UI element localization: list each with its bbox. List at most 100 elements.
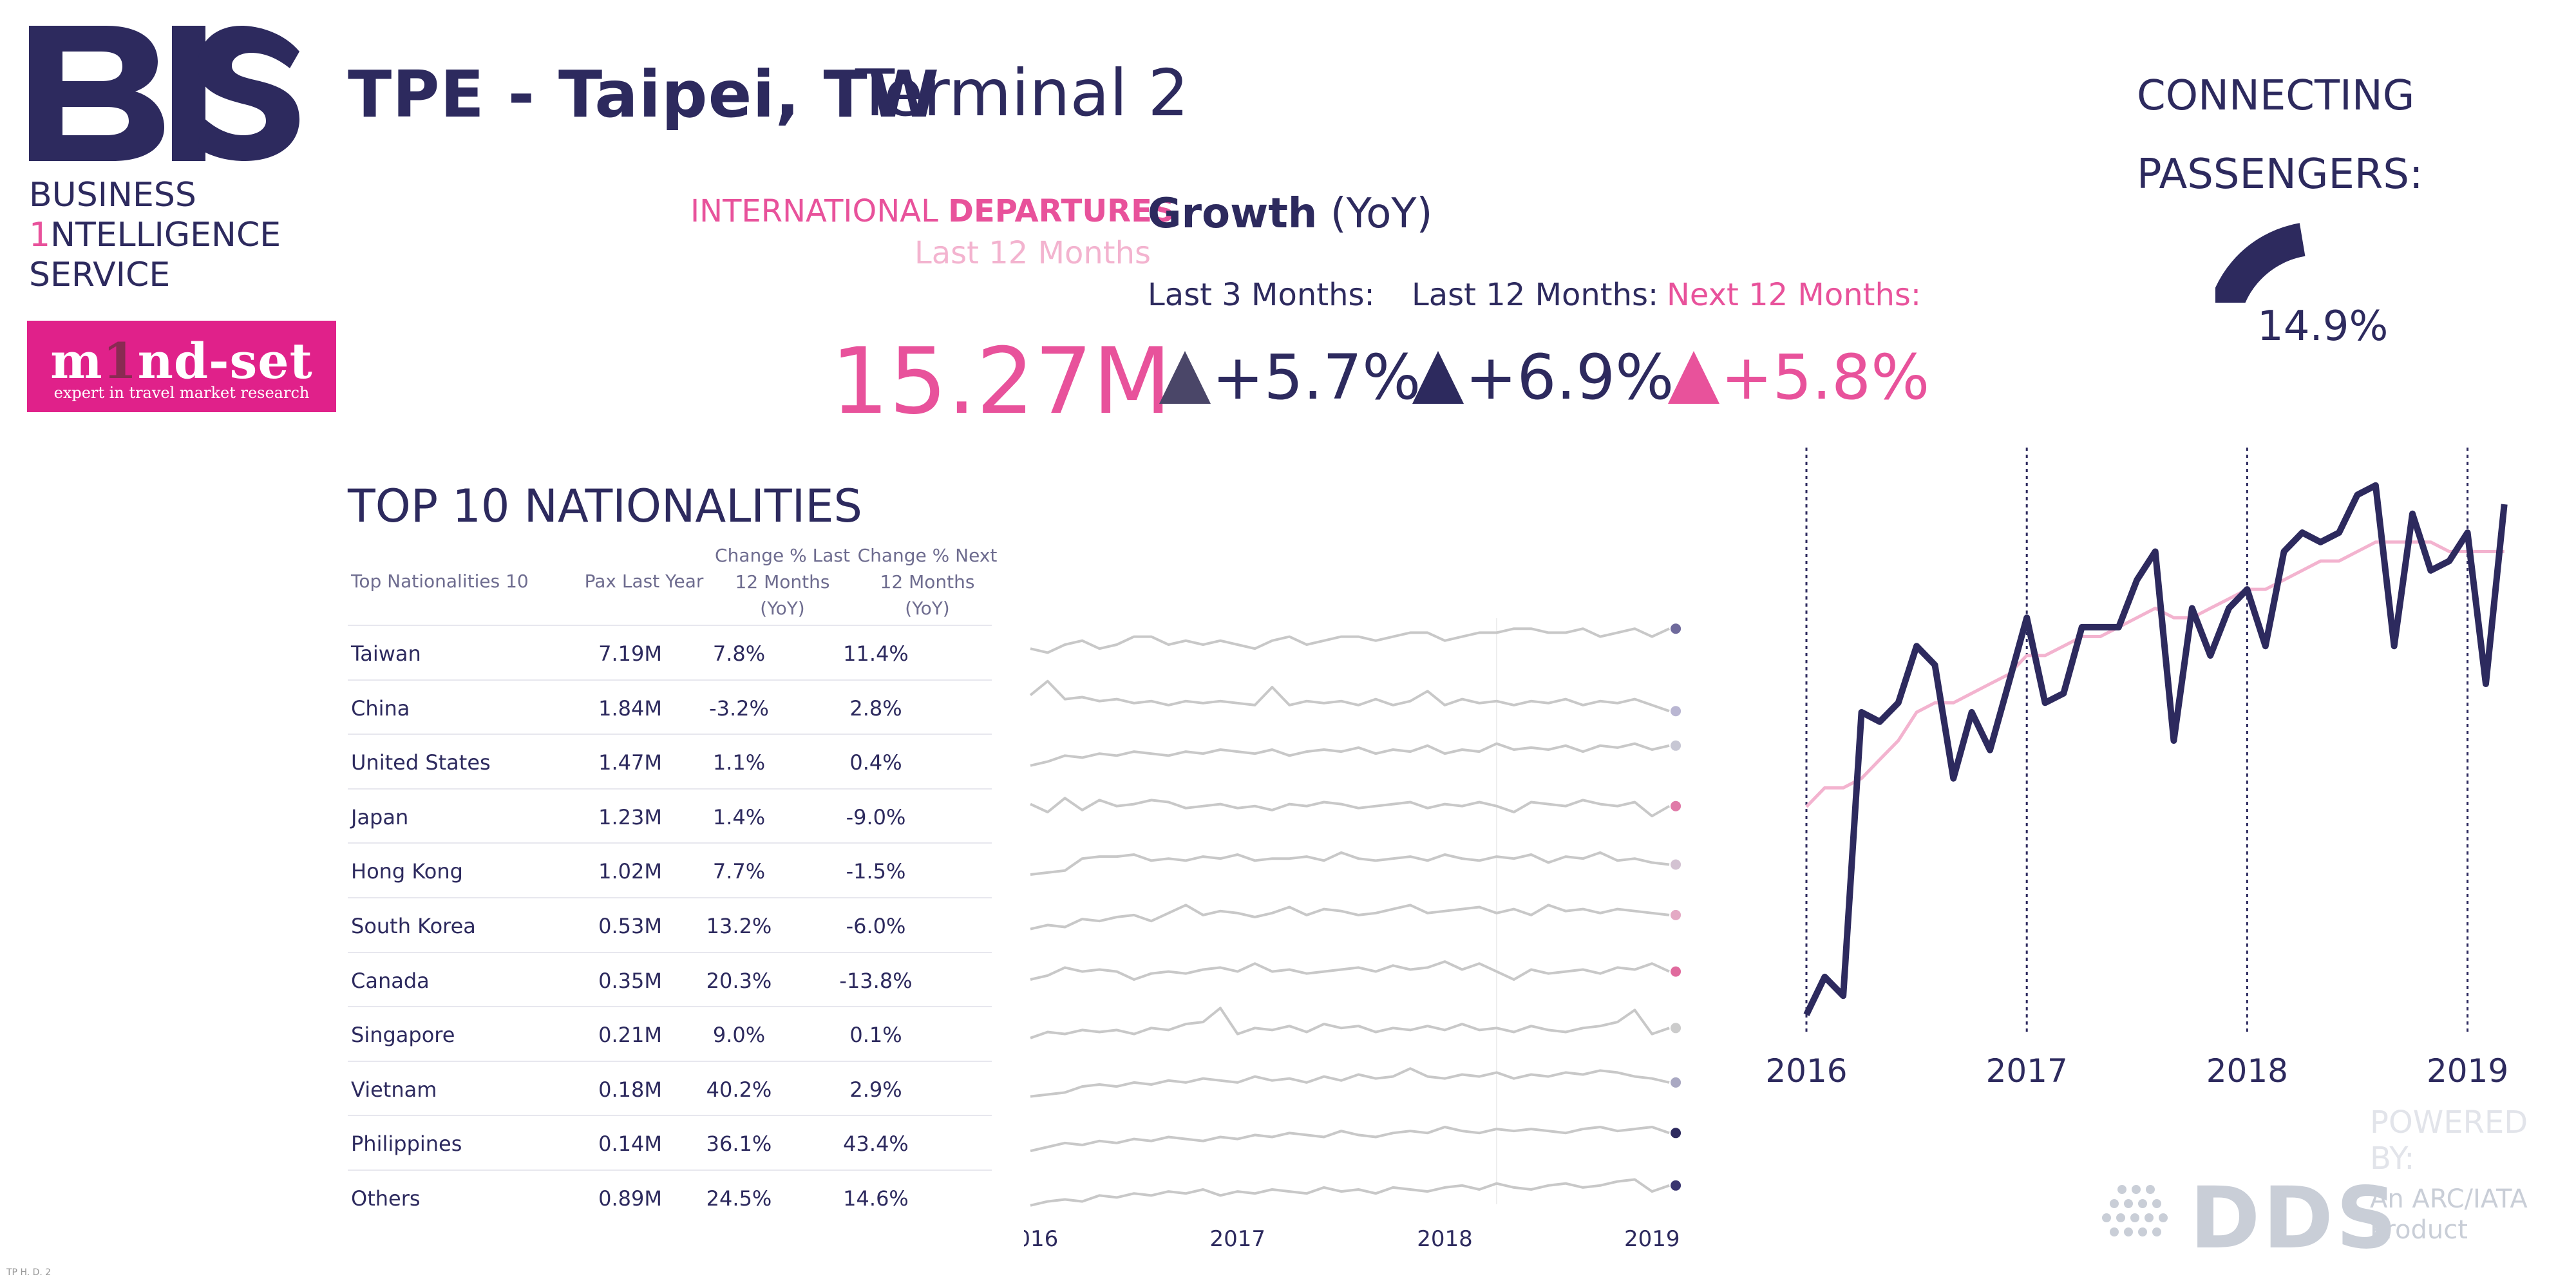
pax-value: 15.27M	[831, 328, 1172, 435]
mindset-name-part1: m	[50, 332, 103, 390]
x-tick-label: 2018	[2206, 1052, 2288, 1090]
table-row: Singapore 0.21M 9.0% 0.1%	[348, 1006, 992, 1060]
sparkline-end-dot	[1671, 1128, 1681, 1139]
x-tick-label: 2017	[1986, 1052, 2068, 1090]
connecting-value: 14.9%	[2257, 303, 2389, 350]
col-header-pax: Pax Last Year	[584, 571, 704, 592]
last3-value: +5.7%	[1212, 341, 1421, 413]
sparkline-china	[1029, 679, 1670, 713]
col-header-change-next: Change % Next 12 Months (YoY)	[857, 542, 998, 621]
change-last-12: 24.5%	[706, 1186, 772, 1211]
sparkline-end-dot	[1671, 740, 1681, 751]
sparkline-end-dot	[1671, 1077, 1681, 1088]
mindset-name: m1nd-set	[27, 332, 336, 390]
table-row: China 1.84M -3.2% 2.8%	[348, 679, 992, 734]
dds-wordmark: DDS	[2190, 1169, 2400, 1268]
col-header-change-last-3: (YoY)	[760, 598, 805, 619]
nationality-name: Canada	[351, 968, 430, 993]
pax-last-year: 0.35M	[598, 968, 662, 993]
nationality-name: Philippines	[351, 1132, 462, 1157]
nationality-name: Hong Kong	[351, 859, 463, 884]
change-next-12: -1.5%	[846, 859, 906, 884]
sparkline-end-dot	[1671, 859, 1681, 870]
col-header-change-next-3: (YoY)	[905, 598, 950, 619]
terminal-title: Terminal 2	[855, 55, 1189, 131]
dds-subtitle-1: An ARC/IATA	[2370, 1184, 2528, 1214]
sparkline-end-dot	[1671, 1023, 1681, 1034]
brand-line-2-rest: NTELLIGENCE	[50, 216, 281, 254]
last12-value: +6.9%	[1465, 341, 1674, 413]
pax-last-year: 0.14M	[598, 1132, 662, 1157]
change-next-12: 0.1%	[849, 1023, 902, 1048]
sparkline-end-dot	[1671, 706, 1681, 717]
connecting-gauge	[2215, 223, 2306, 303]
growth-suffix: (YoY)	[1330, 190, 1433, 238]
footnote: TP H. D. 2	[6, 1267, 52, 1278]
nationality-name: Japan	[351, 804, 409, 829]
col-header-change-last-1: Change % Last	[715, 545, 850, 566]
kpi-period: Last 12 Months	[914, 235, 1151, 271]
pax-last-year: 0.18M	[598, 1077, 662, 1102]
powered-by-label: POWERED BY:	[2370, 1104, 2528, 1177]
pax-last-year: 1.23M	[598, 804, 662, 829]
sparkline-x-tick-label: 2017	[1210, 1226, 1266, 1249]
kpi-departures: DEPARTURES	[948, 193, 1175, 229]
change-last-12: 1.4%	[712, 804, 766, 829]
nationality-name: Singapore	[351, 1023, 455, 1048]
sparkline-x-tick-label: 2016	[1024, 1226, 1058, 1249]
col-header-change-next-1: Change % Next	[857, 545, 998, 566]
change-last-12: 7.8%	[712, 641, 766, 666]
growth-word: Growth	[1148, 190, 1318, 238]
change-next-12: 0.4%	[849, 750, 902, 775]
table-row: Hong Kong 1.02M 7.7% -1.5%	[348, 842, 992, 896]
change-next-12: 11.4%	[843, 641, 909, 666]
sparkline-end-dot	[1671, 966, 1681, 977]
change-next-12: 43.4%	[843, 1132, 909, 1157]
last3-label: Last 3 Months:	[1148, 277, 1375, 313]
pax-last-year: 0.89M	[598, 1186, 662, 1211]
trend-line	[1805, 540, 2505, 808]
sparkline-taiwan	[1030, 627, 1670, 654]
bis-brand-text: BUSINESS 1NTELLIGENCE SERVICE	[29, 175, 281, 295]
change-next-12: -6.0%	[846, 914, 906, 938]
brand-line-2-digit: 1	[29, 216, 51, 254]
kpi-international: INTERNATIONAL	[690, 193, 938, 229]
dds-subtitle-2: Product	[2370, 1215, 2468, 1245]
pax-last-year: 0.53M	[598, 914, 662, 938]
actual-departures-line	[1803, 482, 2508, 1016]
pax-last-year: 0.21M	[598, 1023, 662, 1048]
up-triangle-icon	[1668, 351, 1719, 404]
dds-logo-dots-icon	[2102, 1185, 2168, 1236]
table-row: Vietnam 0.18M 40.2% 2.9%	[348, 1060, 992, 1115]
connecting-label-2: PASSENGERS:	[2137, 151, 2423, 198]
table-row: Philippines 0.14M 36.1% 43.4%	[348, 1115, 992, 1169]
brand-line-2: 1NTELLIGENCE	[29, 215, 281, 255]
sparkline-end-dot	[1671, 909, 1681, 920]
nationality-name: South Korea	[351, 914, 476, 938]
airport-title: TPE - Taipei, TW	[348, 57, 940, 132]
col-header-change-last-2: 12 Months	[735, 571, 830, 592]
sparkline-x-tick-label: 2018	[1417, 1226, 1473, 1249]
sparkline-end-dot	[1671, 800, 1681, 811]
sparkline-japan	[1030, 797, 1671, 818]
sparkline-canada	[1030, 960, 1670, 981]
table-row: United States 1.47M 1.1% 0.4%	[348, 734, 992, 788]
sparkline-singapore	[1030, 1007, 1670, 1039]
change-next-12: -13.8%	[839, 968, 913, 993]
table-row: Taiwan 7.19M 7.8% 11.4%	[348, 625, 992, 679]
nationality-name: United States	[351, 750, 491, 775]
kpi-label: INTERNATIONAL DEPARTURES	[690, 193, 1175, 229]
next12-value: +5.8%	[1721, 341, 1930, 413]
sparkline-south-korea	[1030, 904, 1670, 931]
change-last-12: -3.2%	[709, 696, 769, 721]
brand-line-1: BUSINESS	[29, 176, 196, 214]
sparkline-x-tick-label: 2019	[1624, 1226, 1680, 1249]
mindset-name-part2: nd-set	[137, 332, 313, 390]
up-triangle-icon	[1159, 351, 1211, 404]
up-triangle-icon	[1412, 351, 1464, 404]
growth-title: Growth (YoY)	[1148, 190, 1432, 238]
x-tick-label: 2019	[2427, 1052, 2508, 1090]
sparkline-hong-kong	[1030, 851, 1670, 876]
brand-line-3: SERVICE	[29, 256, 171, 294]
nationality-name: China	[351, 696, 410, 721]
